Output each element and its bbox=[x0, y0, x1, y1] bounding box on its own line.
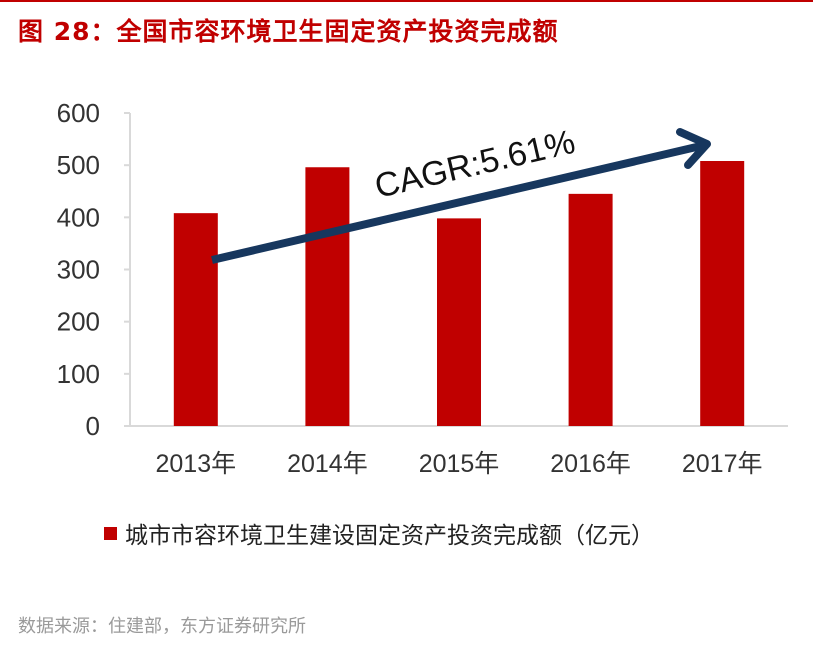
source-note: 数据来源：住建部，东方证券研究所 bbox=[18, 616, 306, 637]
y-tick-label: 400 bbox=[57, 202, 100, 232]
cagr-annotation: CAGR:5.61% bbox=[371, 123, 578, 206]
bar bbox=[437, 218, 481, 426]
y-tick-label: 200 bbox=[57, 307, 100, 337]
x-tick-label: 2014年 bbox=[287, 450, 368, 478]
y-tick-label: 100 bbox=[57, 359, 100, 389]
x-tick-label: 2017年 bbox=[682, 450, 763, 478]
x-tick-label: 2013年 bbox=[155, 450, 236, 478]
x-tick-label: 2015年 bbox=[419, 450, 500, 478]
y-tick-label: 0 bbox=[86, 411, 100, 441]
legend-swatch bbox=[104, 526, 117, 540]
trend-arrow-head bbox=[676, 128, 711, 169]
y-tick-label: 500 bbox=[57, 150, 100, 180]
chart-title: 图 28：全国市容环境卫生固定资产投资完成额 bbox=[18, 17, 559, 46]
bar bbox=[568, 193, 613, 426]
bar bbox=[305, 167, 350, 426]
bar bbox=[173, 213, 218, 426]
y-tick-label: 300 bbox=[57, 255, 100, 285]
x-tick-label: 2016年 bbox=[550, 450, 631, 478]
top-rule bbox=[0, 0, 813, 2]
y-tick-label: 600 bbox=[57, 98, 100, 128]
legend-label: 城市市容环境卫生建设固定资产投资完成额（亿元） bbox=[125, 523, 654, 549]
trend-arrow-line bbox=[211, 141, 706, 264]
legend: 城市市容环境卫生建设固定资产投资完成额（亿元） bbox=[104, 516, 654, 550]
bar bbox=[700, 160, 745, 426]
